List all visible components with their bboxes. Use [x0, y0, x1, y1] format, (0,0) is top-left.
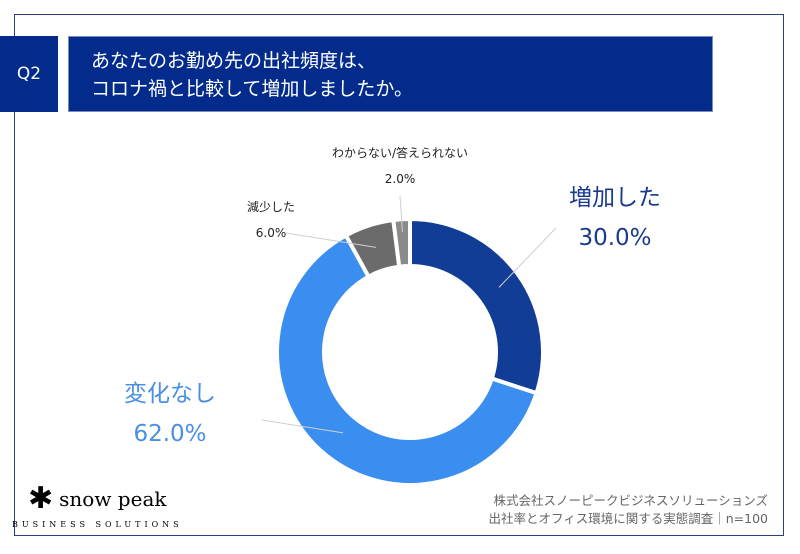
title-line-1: あなたのお勤め先の出社頻度は、 — [91, 50, 377, 72]
snowflake-icon: ✱ — [28, 481, 54, 516]
source-note: 株式会社スノーピークビジネスソリューションズ 出社率とオフィス環境に関する実態調… — [488, 492, 768, 528]
leader-line — [261, 419, 344, 434]
label-decreased: 減少した 6.0% — [236, 194, 306, 246]
slice-unknown — [391, 216, 412, 269]
label-unknown-name: わからない/答えられない — [331, 146, 469, 160]
source-line-1: 株式会社スノーピークビジネスソリューションズ — [493, 493, 768, 508]
slide-frame — [14, 14, 784, 536]
label-increased: 増加した 30.0% — [560, 178, 670, 258]
leader-line — [399, 195, 403, 233]
question-number: Q2 — [0, 36, 58, 112]
label-unchanged-value: 62.0% — [133, 421, 207, 447]
label-decreased-value: 6.0% — [255, 226, 287, 240]
logo-subtitle: BUSINESS SOLUTIONS — [12, 520, 183, 529]
title-line-2: コロナ禍と比較して増加しましたか。 — [91, 78, 414, 100]
leader-line — [498, 227, 557, 288]
leader-line — [285, 232, 377, 248]
logo-text: snow peak — [59, 487, 167, 511]
label-increased-name: 増加した — [569, 185, 661, 211]
slice-increased — [408, 216, 545, 396]
label-decreased-name: 減少した — [246, 200, 295, 214]
label-unchanged-name: 変化なし — [124, 381, 216, 407]
label-unknown-value: 2.0% — [384, 172, 416, 186]
slice-unchanged — [275, 232, 540, 487]
label-unknown: わからない/答えられない 2.0% — [300, 140, 500, 192]
label-unchanged: 変化なし 62.0% — [110, 374, 230, 454]
snow-peak-logo: ✱ snow peak BUSINESS SOLUTIONS — [12, 481, 183, 530]
label-increased-value: 30.0% — [578, 225, 652, 251]
question-title: あなたのお勤め先の出社頻度は、 コロナ禍と比較して増加しましたか。 — [68, 36, 713, 112]
source-line-2: 出社率とオフィス環境に関する実態調査｜n=100 — [488, 511, 768, 526]
